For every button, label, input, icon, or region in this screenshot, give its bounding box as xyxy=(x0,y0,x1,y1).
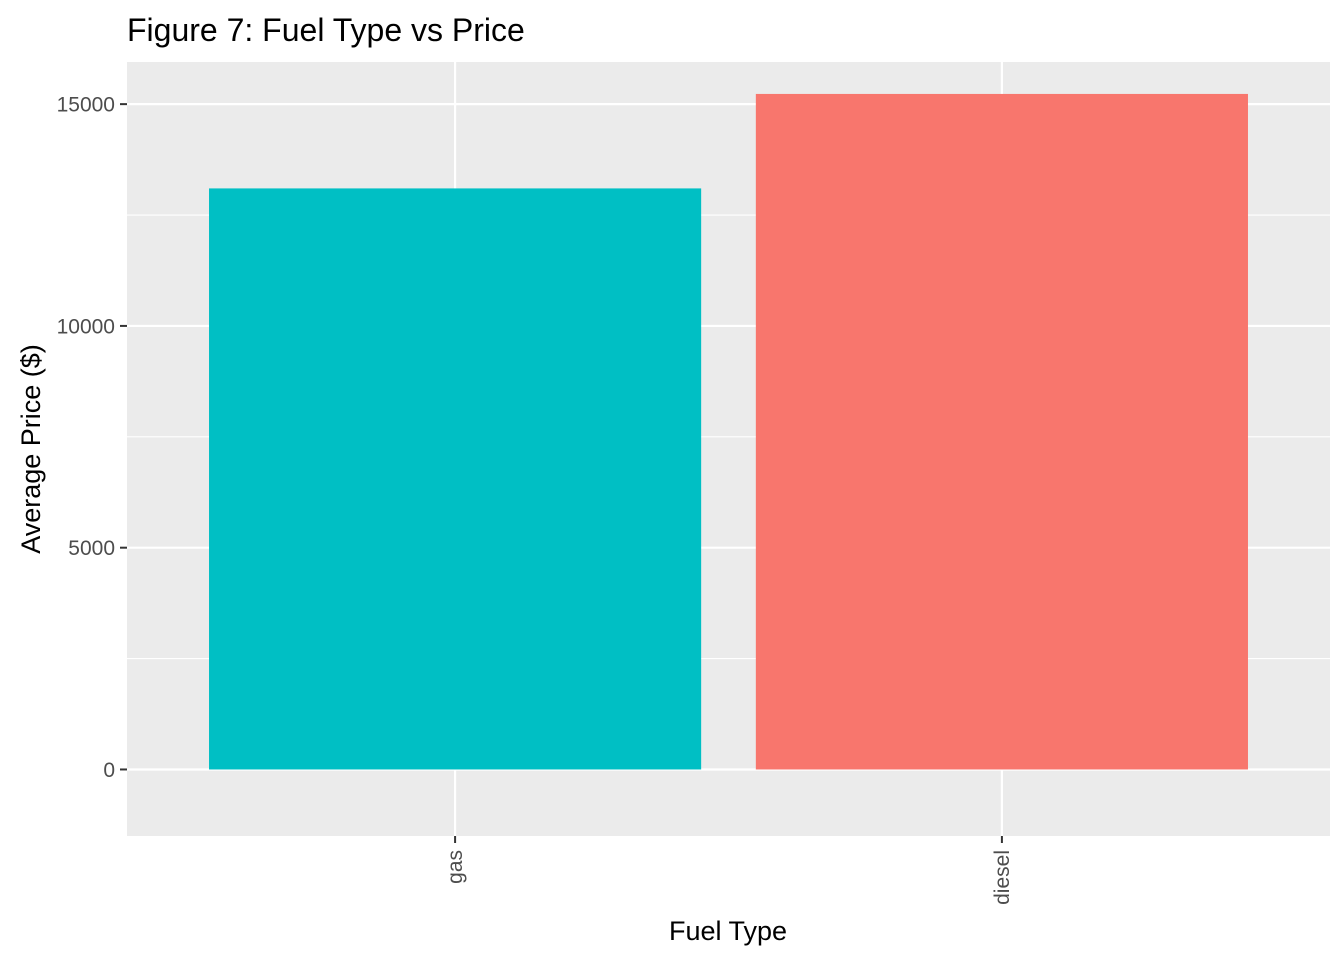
y-axis-title: Average Price ($) xyxy=(16,344,46,554)
y-tick-label: 10000 xyxy=(57,315,115,338)
y-tick-label: 15000 xyxy=(57,94,115,117)
bars xyxy=(209,93,1248,770)
y-axis-ticks: 0 5000 10000 15000 xyxy=(57,94,127,782)
x-tick-label-diesel: diesel xyxy=(991,850,1014,905)
x-axis-title: Fuel Type xyxy=(669,916,787,946)
chart-title: Figure 7: Fuel Type vs Price xyxy=(127,12,525,48)
y-tick-label: 5000 xyxy=(68,537,115,560)
x-tick-label-gas: gas xyxy=(444,850,467,884)
bar-gas xyxy=(209,188,702,770)
x-axis-ticks: gas diesel xyxy=(444,836,1014,905)
y-tick-label: 0 xyxy=(103,759,115,782)
bar-diesel xyxy=(755,93,1248,770)
